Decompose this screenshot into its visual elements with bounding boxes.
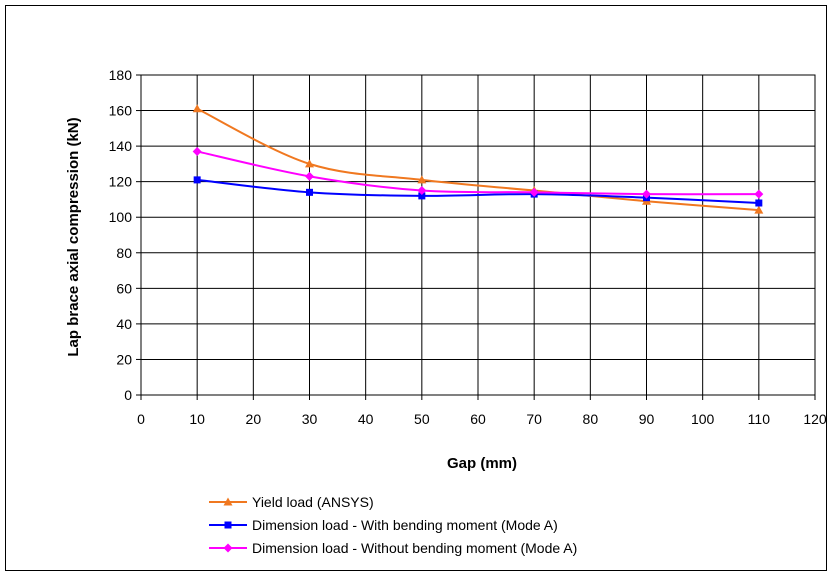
x-tick-label: 30: [302, 411, 318, 427]
data-point: [754, 189, 764, 199]
y-axis-title: Lap brace axial compression (kN): [65, 117, 82, 356]
series-layer: [192, 104, 764, 214]
x-tick-label: 0: [137, 411, 145, 427]
data-point: [529, 187, 539, 197]
x-tick-label: 10: [189, 411, 205, 427]
legend-item: Yield load (ANSYS): [209, 494, 374, 510]
y-tick-label: 0: [124, 387, 132, 403]
y-tick-label: 120: [109, 174, 133, 190]
x-tick-label: 90: [639, 411, 655, 427]
y-tick-label: 160: [109, 103, 133, 119]
data-point: [754, 205, 764, 214]
data-point: [305, 159, 314, 168]
series-line: [196, 107, 759, 212]
x-tick-label: 100: [691, 411, 715, 427]
data-point: [417, 175, 427, 184]
y-tick-label: 40: [116, 316, 132, 332]
axis-ticks: 0 20 40 60 80 100 120 140 160 180 0 10 20 30 40 50 60 70 8…: [109, 67, 827, 427]
series-line: [197, 178, 759, 204]
legend-label: Yield load (ANSYS): [252, 494, 374, 510]
x-axis-title: Gap (mm): [447, 455, 517, 472]
data-point: [192, 104, 202, 113]
series-line: [196, 150, 759, 196]
legend-swatch-marker: [223, 543, 233, 553]
legend-item: Dimension load - With bending moment (Mo…: [209, 517, 558, 533]
y-tick-label: 80: [116, 245, 132, 261]
grid-lines: [140, 74, 816, 396]
x-tick-label: 60: [470, 411, 486, 427]
x-tick-label: 50: [414, 411, 430, 427]
x-tick-label: 70: [526, 411, 542, 427]
x-tick-label: 80: [583, 411, 599, 427]
data-point: [306, 188, 313, 196]
y-tick-label: 20: [116, 351, 132, 367]
legend-swatch-marker: [224, 521, 232, 529]
x-tick-label: 20: [246, 411, 262, 427]
x-tick-label: 110: [748, 411, 771, 427]
data-point: [755, 199, 763, 207]
legend-item: Dimension load - Without bending moment …: [209, 540, 577, 556]
x-tick-label: 40: [358, 411, 374, 427]
legend-swatch-marker: [223, 497, 233, 506]
series-3: [192, 146, 764, 199]
data-point: [418, 192, 426, 200]
data-point: [305, 171, 314, 181]
data-point: [417, 186, 427, 196]
legend: Yield load (ANSYS) Dimension load - With …: [209, 494, 577, 556]
y-tick-label: 100: [109, 209, 133, 225]
y-tick-label: 140: [109, 138, 133, 154]
data-point: [192, 146, 202, 156]
y-tick-label: 180: [109, 67, 133, 83]
legend-label: Dimension load - With bending moment (Mo…: [252, 517, 558, 533]
legend-label: Dimension load - Without bending moment …: [252, 540, 577, 556]
x-tick-label: 120: [803, 411, 827, 427]
y-tick-label: 60: [116, 280, 132, 296]
data-point: [193, 176, 201, 184]
data-point: [642, 189, 651, 199]
